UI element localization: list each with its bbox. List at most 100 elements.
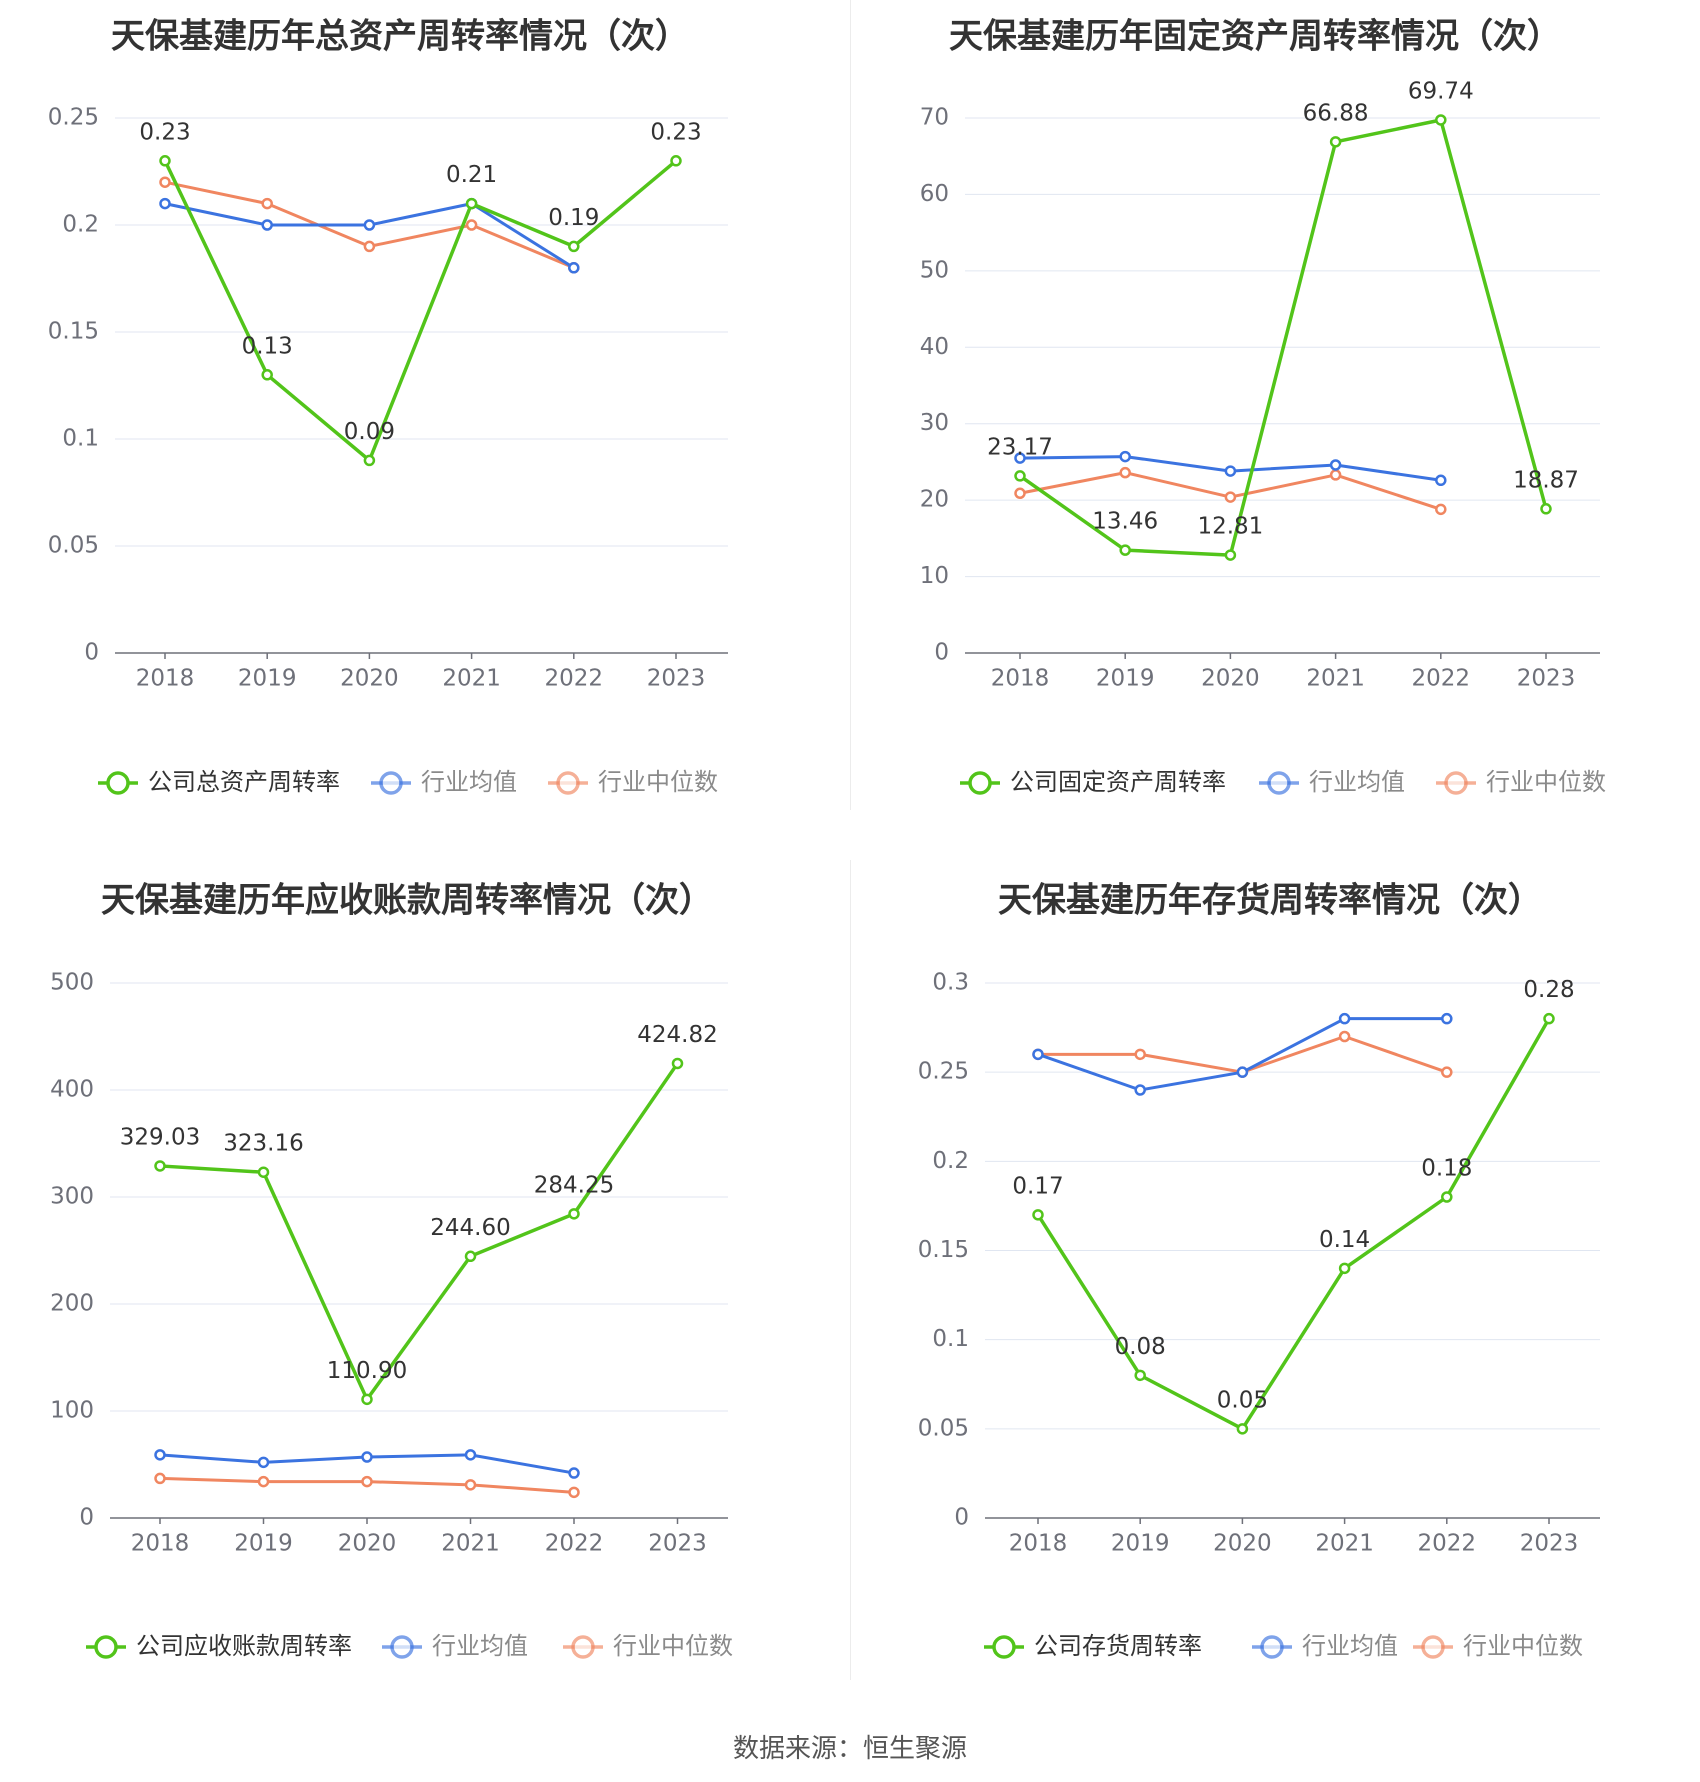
data-label: 244.60 [430, 1215, 510, 1241]
legend-marker-icon [1267, 771, 1291, 795]
x-tick-label: 2023 [1517, 666, 1576, 692]
data-point-industry-median [465, 219, 478, 231]
data-label: 13.46 [1092, 509, 1158, 535]
data-point-company [568, 1208, 580, 1220]
x-tick-label: 2021 [1306, 666, 1365, 692]
legend-label: 行业均值 [1302, 1632, 1398, 1660]
y-tick-label: 0.15 [48, 319, 99, 345]
data-label: 0.28 [1523, 977, 1574, 1003]
data-point-company [1435, 114, 1447, 126]
legend-marker-icon [556, 771, 580, 795]
legend-item-industry-median[interactable]: 行业中位数 [548, 768, 718, 796]
legend-item-company[interactable]: 公司应收账款周转率 [86, 1632, 352, 1660]
data-point-company [257, 1166, 270, 1178]
data-point-company [1329, 136, 1342, 148]
legend-marker-icon [1421, 1635, 1445, 1659]
data-label: 18.87 [1513, 467, 1579, 493]
legend-marker-icon [106, 771, 130, 795]
x-tick-label: 2019 [234, 1531, 293, 1557]
data-point-industry-median [257, 1475, 270, 1488]
y-tick-label: 10 [920, 563, 949, 589]
data-label: 66.88 [1303, 100, 1369, 126]
vertical-divider-bottom [850, 860, 851, 1680]
legend-label: 行业中位数 [598, 768, 718, 796]
y-tick-label: 0.25 [48, 105, 99, 131]
y-tick-label: 0.3 [932, 970, 969, 996]
series-line-industry-median [1019, 471, 1442, 511]
data-point-company [568, 240, 580, 253]
chart-title: 天保基建历年固定资产周转率情况（次） [949, 17, 1561, 57]
data-point-company [1119, 544, 1131, 556]
legend-item-company[interactable]: 公司存货周转率 [984, 1632, 1202, 1660]
legend-item-industry-median[interactable]: 行业中位数 [1413, 1632, 1583, 1660]
legend-item-industry-median[interactable]: 行业中位数 [563, 1632, 733, 1660]
legend-label: 公司固定资产周转率 [1010, 768, 1226, 796]
data-point-industry-avg [261, 219, 273, 231]
data-point-company [464, 1250, 477, 1263]
chart-panel-4: 天保基建历年存货周转率情况（次） 0 0.05 0.1 0.15 0.2 0.25 0.3 20… [918, 881, 1600, 1660]
legend-item-company[interactable]: 公司总资产周转率 [98, 768, 340, 796]
y-tick-label: 0.05 [48, 533, 99, 559]
x-tick-label: 2021 [1315, 1531, 1374, 1557]
data-point-company [1224, 549, 1237, 561]
data-point-industry-avg [361, 1451, 373, 1463]
legend-item-industry-avg[interactable]: 行业均值 [1259, 768, 1405, 796]
x-tick-label: 2019 [1111, 1531, 1170, 1557]
y-tick-label: 50 [920, 257, 949, 283]
series-line-company [163, 159, 678, 463]
data-point-industry-avg [1338, 1012, 1351, 1025]
data-label: 0.23 [650, 119, 701, 145]
data-label: 69.74 [1408, 78, 1474, 104]
series-line-industry-avg [164, 202, 575, 270]
legend-item-industry-median[interactable]: 行业中位数 [1436, 768, 1606, 796]
data-point-company [363, 454, 376, 467]
y-tick-label: 0.1 [932, 1326, 969, 1352]
data-label: 23.17 [987, 434, 1053, 460]
data-label: 0.21 [446, 162, 497, 188]
data-point-company [1543, 1012, 1555, 1025]
data-point-industry-median [1441, 1066, 1453, 1078]
x-tick-label: 2018 [991, 666, 1050, 692]
data-point-industry-avg [363, 219, 376, 231]
legend-marker-icon [571, 1635, 595, 1659]
legend-marker-icon [992, 1635, 1016, 1659]
x-tick-label: 2021 [441, 1531, 500, 1557]
data-point-company [671, 1057, 684, 1070]
x-tick-label: 2023 [647, 666, 706, 692]
x-tick-label: 2022 [545, 1531, 604, 1557]
data-point-industry-avg [568, 1467, 580, 1479]
data-label: 110.90 [327, 1358, 407, 1384]
data-point-industry-avg [464, 1449, 477, 1461]
x-tick-label: 2018 [131, 1531, 190, 1557]
legend-label: 公司应收账款周转率 [136, 1632, 352, 1660]
y-tick-label: 500 [50, 970, 94, 996]
legend-item-industry-avg[interactable]: 行业均值 [371, 768, 517, 796]
data-label: 12.81 [1197, 514, 1263, 540]
data-point-industry-median [361, 1475, 373, 1488]
data-point-company [465, 197, 478, 210]
y-tick-label: 0.2 [932, 1148, 969, 1174]
series-line-company [1036, 1017, 1551, 1431]
data-label: 0.08 [1115, 1334, 1166, 1360]
data-label: 0.18 [1421, 1156, 1472, 1182]
series-line-company [1018, 118, 1548, 557]
data-point-industry-avg [1224, 465, 1237, 477]
data-point-industry-avg [1014, 452, 1026, 464]
y-tick-label: 30 [920, 410, 949, 436]
data-label: 0.23 [139, 119, 190, 145]
legend-item-company[interactable]: 公司固定资产周转率 [960, 768, 1226, 796]
legend-item-industry-avg[interactable]: 行业均值 [1252, 1632, 1398, 1660]
x-tick-label: 2022 [1418, 1531, 1477, 1557]
legend-marker-icon [968, 771, 992, 795]
x-tick-label: 2023 [1520, 1531, 1579, 1557]
data-point-industry-median [568, 1486, 580, 1499]
x-tick-label: 2021 [442, 666, 501, 692]
x-tick-label: 2022 [545, 666, 604, 692]
legend-item-industry-avg[interactable]: 行业均值 [382, 1632, 528, 1660]
y-tick-label: 0 [934, 640, 949, 666]
y-tick-label: 0 [84, 640, 99, 666]
y-tick-label: 40 [920, 334, 949, 360]
data-point-industry-avg [1435, 474, 1447, 487]
chart-title: 天保基建历年应收账款周转率情况（次） [101, 881, 713, 921]
